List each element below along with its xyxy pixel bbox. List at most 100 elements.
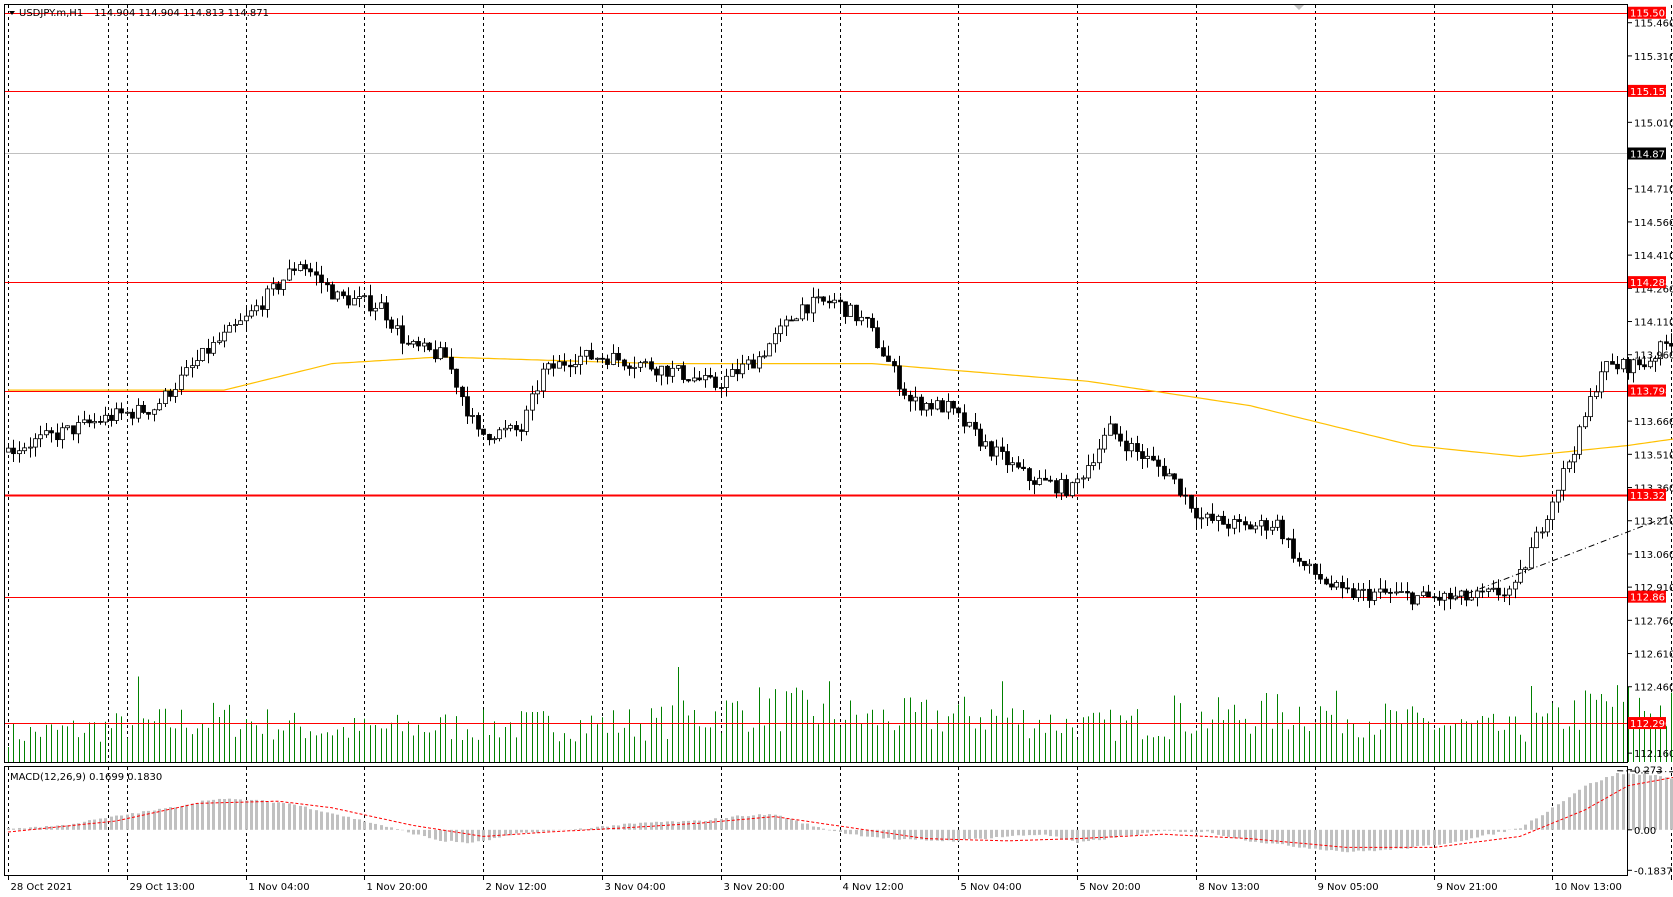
candle-body: [902, 388, 907, 396]
candle-body: [1631, 359, 1636, 374]
candle-body: [244, 315, 249, 322]
candle-body: [838, 299, 843, 303]
candle-body: [1324, 578, 1329, 585]
dropdown-triangle-icon[interactable]: [9, 11, 15, 15]
ma-line: [8, 356, 1673, 458]
candle-body: [1345, 587, 1350, 590]
candle-body: [1135, 443, 1140, 452]
candle-body: [935, 400, 940, 410]
candle-body: [1340, 582, 1345, 589]
candle-body: [703, 375, 708, 381]
candle-body: [303, 264, 308, 270]
candle-body: [1459, 590, 1464, 597]
candle-body: [616, 352, 621, 361]
candle-body: [163, 390, 168, 404]
price-axis[interactable]: 115.460 115.310 115.010 114.710 114.560 114.4…: [1627, 19, 1673, 760]
candle-body: [114, 408, 119, 421]
candle-body: [227, 325, 232, 333]
candle-body: [1302, 560, 1307, 567]
candle-body: [1334, 582, 1339, 588]
time-axis[interactable]: 28 Oct 2021 29 Oct 13:00 1 Nov 04:00 1 Nov …: [8, 875, 1673, 893]
candle-body: [551, 363, 556, 369]
candle-body: [470, 415, 475, 417]
candle-body: [465, 396, 470, 417]
candle-body: [757, 356, 762, 369]
candle-body: [708, 375, 713, 378]
candle-body: [427, 342, 432, 351]
candle-body: [1442, 592, 1447, 601]
candle-body: [152, 409, 157, 415]
candle-body: [92, 421, 97, 424]
candle-body: [1426, 591, 1431, 598]
candle-body: [978, 428, 983, 447]
candle-body: [1048, 479, 1053, 482]
candle-body: [287, 268, 292, 281]
candle-body: [1145, 455, 1150, 459]
candle-body: [249, 310, 254, 317]
symbol-label: USDJPY.m,H1: [19, 8, 83, 19]
candle-body: [1410, 592, 1415, 605]
candle-body: [335, 291, 340, 300]
level-tag-bg: [1628, 384, 1666, 397]
candle-body: [184, 367, 189, 376]
x-tick-label: 5 Nov 04:00: [961, 882, 1022, 893]
candle-body: [1496, 587, 1501, 596]
candle-body: [125, 411, 130, 414]
macd-tick-label: -0.1837: [1634, 866, 1673, 877]
candle-body: [449, 356, 454, 370]
candle-body: [1291, 538, 1296, 559]
candle-body: [1037, 477, 1042, 485]
moving-average: [8, 356, 1673, 458]
candle-body: [1259, 520, 1264, 527]
candle-body: [1102, 434, 1107, 450]
candle-body: [632, 366, 637, 369]
candle-body: [735, 369, 740, 375]
y-tick-label: 114.410: [1634, 251, 1673, 262]
candle-body: [55, 432, 60, 441]
y-tick-label: 115.310: [1634, 52, 1673, 63]
x-tick-label: 29 Oct 13:00: [130, 882, 195, 893]
candle-body: [843, 301, 848, 317]
candle-body: [1113, 423, 1118, 435]
candle-body: [1356, 589, 1361, 598]
candle-body: [805, 304, 810, 314]
candle-body: [1469, 597, 1474, 601]
candle-body: [146, 412, 151, 415]
shift-marker-icon[interactable]: [1294, 5, 1304, 10]
candle-body: [1480, 590, 1485, 593]
candle-body: [1059, 479, 1064, 494]
candle-body: [686, 379, 691, 382]
candle-body: [1232, 519, 1237, 529]
candle-body: [962, 412, 967, 427]
level-tag-label: 113.327: [1630, 491, 1671, 502]
candle-body: [17, 450, 22, 455]
candle-body: [622, 359, 627, 367]
candle-body: [1464, 590, 1469, 601]
candle-body: [1140, 451, 1145, 459]
candle-body: [794, 318, 799, 322]
candle-body: [811, 296, 816, 314]
candle-body: [724, 375, 729, 388]
candle-body: [1415, 595, 1420, 605]
candle-body: [1005, 451, 1010, 466]
candle-body: [276, 283, 281, 290]
candle-body: [1475, 590, 1480, 599]
candle-body: [492, 438, 497, 441]
candle-body: [487, 433, 492, 441]
macd-tick-label: 0.273: [1634, 766, 1663, 777]
candle-body: [1329, 583, 1334, 588]
candle-body: [443, 347, 448, 358]
candle-body: [1367, 588, 1372, 601]
candle-body: [1556, 489, 1561, 503]
candle-body: [38, 434, 43, 440]
candle-body: [589, 350, 594, 360]
candle-body: [395, 325, 400, 329]
candle-body: [1064, 479, 1069, 496]
candle-body: [271, 283, 276, 290]
candle-body: [314, 271, 319, 276]
candle-body: [1599, 371, 1604, 393]
candle-body: [951, 400, 956, 409]
candle-body: [697, 377, 702, 381]
candle-body: [1313, 563, 1318, 575]
